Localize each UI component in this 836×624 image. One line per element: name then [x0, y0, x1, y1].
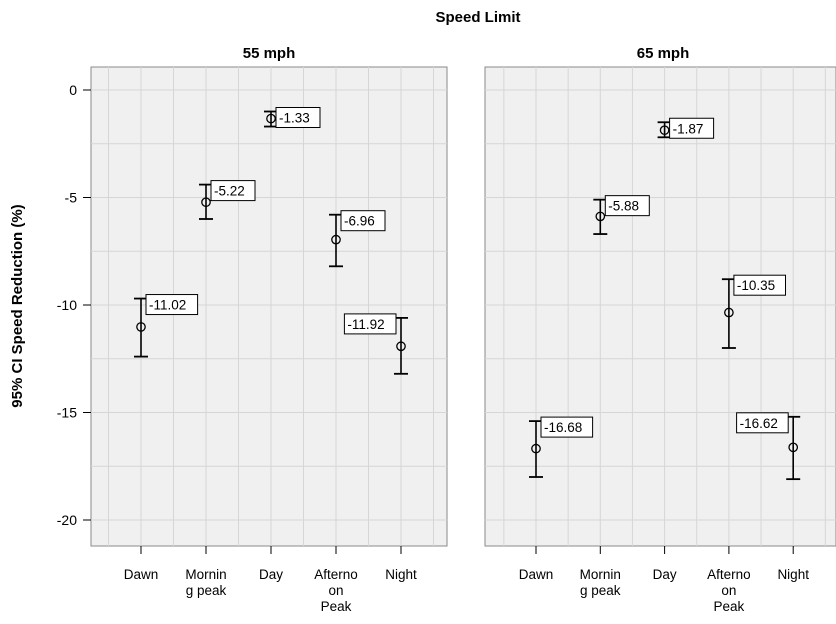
data-label-box [343, 313, 397, 335]
data-label-box [145, 294, 199, 316]
data-label: -16.68 [544, 420, 582, 435]
data-label: -6.96 [344, 214, 375, 229]
y-tick-label: -5 [65, 190, 78, 206]
data-label: -10.35 [737, 278, 775, 293]
data-label-box [540, 416, 594, 438]
panel-title-left: 55 mph [243, 45, 296, 62]
x-tick-label-right: Mornin g peak [580, 567, 621, 598]
x-tick-label-left: Dawn [124, 567, 159, 582]
x-tick-label-left: Night [385, 567, 417, 582]
mean-point [788, 442, 799, 453]
data-label-box [736, 412, 789, 434]
data-label: -5.88 [608, 199, 639, 214]
data-label-box [210, 180, 256, 202]
data-label-box [340, 210, 386, 232]
data-label: -11.92 [347, 317, 384, 332]
data-label-box [733, 274, 787, 296]
mean-point [595, 211, 606, 222]
mean-point [331, 234, 341, 245]
y-tick-label: -15 [57, 405, 77, 421]
data-label-box [275, 107, 321, 128]
mean-point [659, 125, 670, 136]
chart-title: Speed Limit [435, 9, 520, 26]
mean-point [201, 197, 211, 208]
x-tick-label-left: Mornin g peak [185, 567, 226, 598]
panel-frame-left [90, 66, 448, 547]
data-label-box [604, 195, 650, 217]
y-axis-label: 95% CI Speed Reduction (%) [9, 204, 26, 407]
mean-point [136, 322, 146, 332]
data-label: -16.62 [740, 416, 778, 431]
x-tick-label-right: Day [653, 567, 677, 582]
mean-point [531, 443, 541, 454]
x-tick-label-right: Night [777, 567, 809, 582]
data-label: -5.22 [214, 184, 245, 199]
mean-point [396, 341, 406, 352]
panel-title-right: 65 mph [637, 45, 690, 62]
plot-layer: 0 -5 -10 -15 -20 Dawn Mornin g peak Day Afterno on… [57, 66, 836, 614]
y-tick-label: 0 [69, 82, 77, 98]
panel-frame-right [484, 66, 836, 547]
data-label-box [669, 117, 715, 139]
x-tick-label-right: Dawn [519, 567, 554, 582]
data-label: -11.02 [149, 298, 186, 313]
mean-point [724, 307, 734, 318]
x-tick-label-right: Afterno on Peak [707, 567, 751, 614]
y-tick-label: -20 [57, 512, 77, 528]
data-label: -1.33 [279, 111, 310, 126]
y-tick-label: -10 [57, 297, 77, 313]
x-tick-label-left: Day [259, 567, 283, 582]
mean-point [266, 113, 276, 124]
data-label: -1.87 [673, 121, 704, 136]
x-tick-label-left: Afterno on Peak [314, 567, 358, 614]
